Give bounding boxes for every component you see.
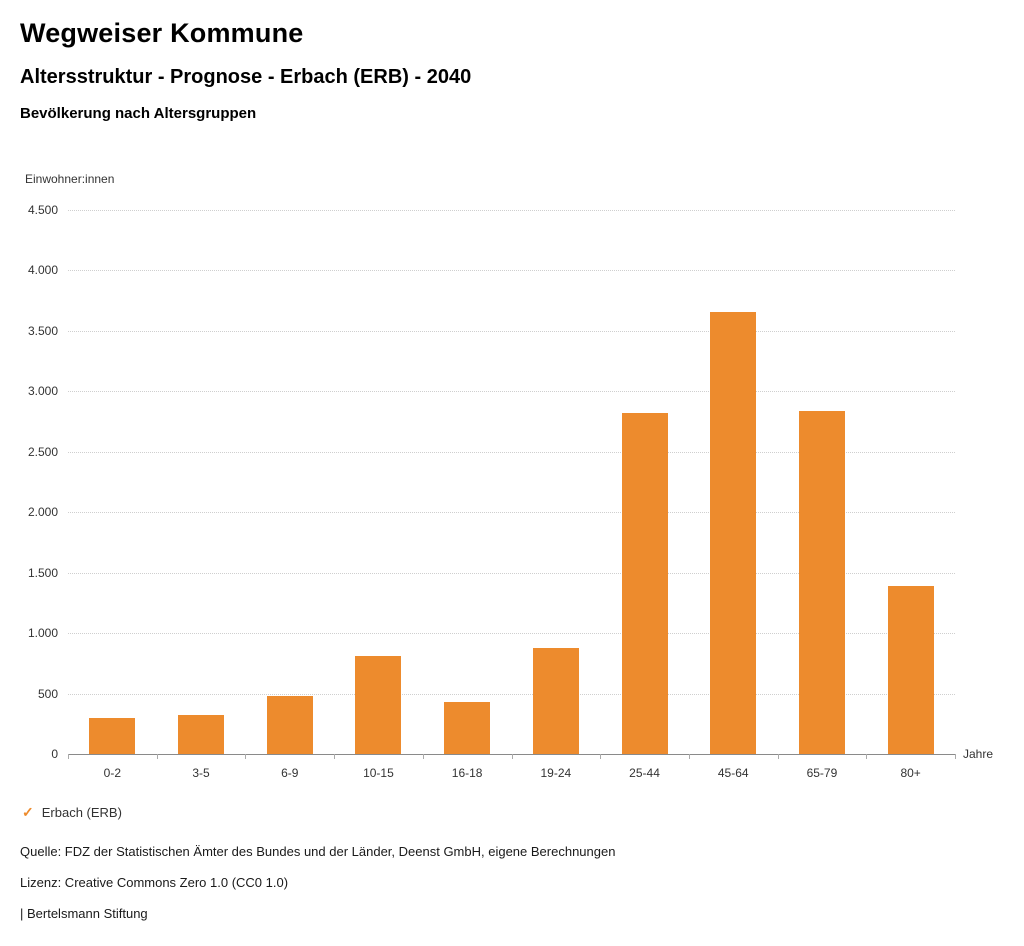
- y-tick-label: 3.500: [27, 323, 58, 338]
- gridline: [68, 572, 955, 574]
- y-tick-label: 4.500: [27, 203, 58, 217]
- bar-19-24[interactable]: [532, 647, 579, 754]
- gridline: [68, 330, 955, 332]
- x-axis-tick: [688, 754, 690, 759]
- bar-65-79[interactable]: [798, 410, 845, 754]
- page-title: Wegweiser Kommune: [20, 18, 304, 48]
- x-tick-label: 16-18: [451, 766, 483, 780]
- gridline: [68, 633, 955, 635]
- bar-0-2[interactable]: [89, 717, 136, 754]
- y-tick-label: 4.000: [27, 263, 58, 278]
- x-tick-label: 45-64: [717, 766, 749, 780]
- x-tick-label: 0-2: [103, 766, 122, 780]
- y-tick-label: 2.000: [27, 505, 58, 520]
- bar-10-15[interactable]: [355, 656, 402, 754]
- gridline: [68, 451, 955, 453]
- bar-25-44[interactable]: [621, 413, 668, 754]
- gridline: [68, 512, 955, 514]
- y-tick-label: 0: [51, 747, 58, 761]
- x-tick-label: 10-15: [363, 766, 394, 780]
- x-tick-label: 65-79: [806, 766, 838, 780]
- y-tick-label: 3.000: [27, 384, 58, 399]
- x-axis-title: Jahre: [963, 747, 994, 761]
- y-tick-label: 500: [37, 686, 58, 701]
- legend-item-erbach[interactable]: Erbach (ERB): [22, 804, 122, 821]
- x-tick-label: 6-9: [281, 766, 299, 780]
- source-text: Quelle: FDZ der Statistischen Ämter des …: [20, 844, 616, 859]
- bar-80+[interactable]: [887, 585, 934, 754]
- bar-3-5[interactable]: [178, 715, 225, 754]
- x-tick-label: 3-5: [192, 766, 210, 780]
- x-tick-label: 19-24: [540, 766, 572, 780]
- plot-area: Jahre 0 500 1.000 1.500 2.000 2.500 3.000 3.500…: [28, 203, 993, 780]
- x-axis-tick: [334, 754, 336, 759]
- gridline: [68, 391, 955, 393]
- attribution-text: | Bertelsmann Stiftung: [20, 906, 148, 921]
- x-axis-tick: [245, 754, 247, 759]
- x-axis-tick: [156, 754, 158, 759]
- legend-item-label: Erbach (ERB): [41, 805, 122, 820]
- bar-45-64[interactable]: [710, 311, 757, 754]
- chart-subtitle: Altersstruktur - Prognose - Erbach (ERB)…: [20, 66, 472, 88]
- x-tick-label: 80+: [900, 766, 921, 780]
- x-axis-tick: [777, 754, 779, 759]
- chart-heading: Bevölkerung nach Altersgruppen: [20, 105, 257, 122]
- x-axis-tick: [511, 754, 513, 759]
- x-axis-tick: [68, 754, 69, 759]
- x-axis-tick: [600, 754, 602, 759]
- license-text: Lizenz: Creative Commons Zero 1.0 (CC0 1…: [20, 875, 289, 890]
- y-axis-title: Einwohner:innen: [25, 172, 115, 186]
- gridline: [68, 210, 955, 211]
- bar-16-18[interactable]: [444, 702, 491, 754]
- y-tick-label: 1.000: [27, 626, 58, 641]
- gridline: [68, 270, 955, 272]
- x-axis-tick: [422, 754, 424, 759]
- check-icon: [22, 804, 34, 821]
- x-axis-tick: [866, 754, 868, 759]
- gridline: [68, 693, 955, 695]
- x-axis-tick: [955, 754, 956, 759]
- bar-6-9[interactable]: [266, 695, 313, 754]
- y-tick-label: 1.500: [27, 565, 58, 580]
- y-tick-label: 2.500: [27, 444, 58, 459]
- x-tick-label: 25-44: [629, 766, 660, 780]
